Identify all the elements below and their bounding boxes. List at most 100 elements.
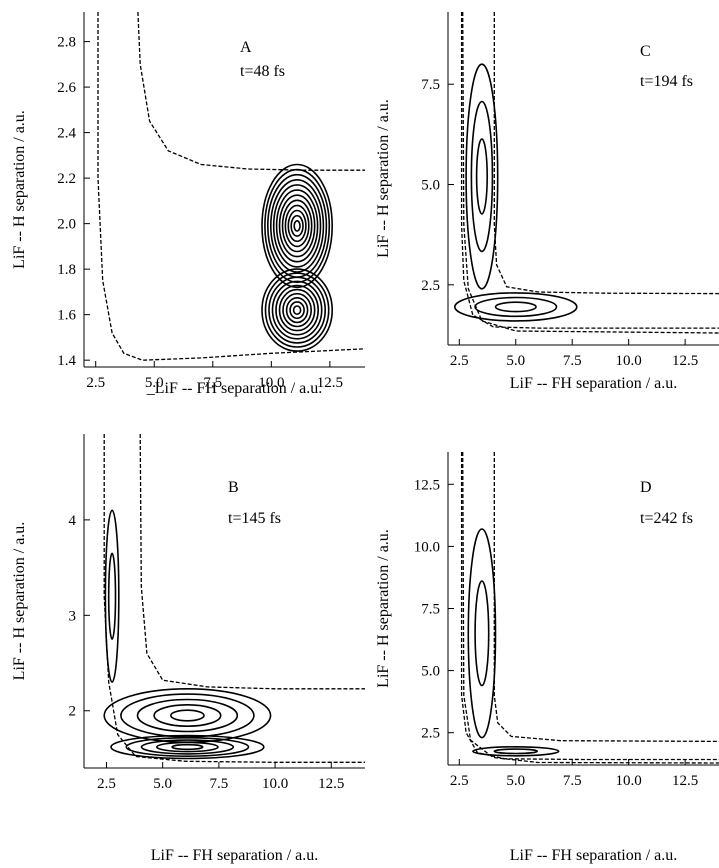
- y-axis-label: LiF -- H separation / a.u.: [375, 529, 392, 688]
- x-tick-label: 5.0: [145, 375, 164, 391]
- wavepacket-lobe-0-level-0: [453, 292, 578, 322]
- wavepacket-lobe-1-level-6: [282, 292, 313, 328]
- panel-time-annotation: t=48 fs: [240, 63, 285, 80]
- x-tick-label: 12.5: [672, 353, 698, 369]
- y-tick-label: 10.0: [414, 539, 440, 555]
- y-axis-label: LiF -- H separation / a.u.: [11, 522, 28, 681]
- panel-letter: C: [640, 43, 651, 60]
- panel-time-annotation: t=242 fs: [640, 510, 693, 527]
- x-tick-label: 2.5: [450, 353, 469, 369]
- y-tick-label: 2.8: [57, 35, 76, 51]
- panels: 2.5 5.0 7.5 10.0 12.5 1.4 1.6 1.8 2.0 2.2 2.4 2.6 2.…: [11, 12, 719, 864]
- wavepacket-lobe-1-level-0: [465, 63, 499, 290]
- y-tick-label: 1.6: [57, 308, 76, 324]
- potential-contour-0: [460, 452, 719, 761]
- wavepacket-lobe-1-level-2: [475, 138, 489, 215]
- panel-letter: B: [228, 479, 239, 496]
- panel-d: 2.5 5.0 7.5 10.0 12.5 2.5 5.0 7.5 10.0 12.5 LiF --…: [375, 452, 719, 864]
- wavepacket-lobe-0-level-1: [474, 296, 558, 318]
- wavepacket-lobe-2-level-1: [107, 552, 117, 640]
- wavepacket-lobe-0-level-9: [287, 209, 307, 243]
- wavepacket-lobe-0-level-8: [284, 204, 310, 248]
- x-tick-label: 10.0: [262, 776, 288, 792]
- potential-contour-0: [460, 12, 719, 329]
- wavepacket-lobe-0-level-7: [281, 199, 313, 253]
- wavepacket-lobe-1-level-1: [470, 100, 494, 253]
- y-tick-label: 2: [69, 704, 77, 720]
- x-axis-label: LiF -- FH separation / a.u.: [510, 847, 678, 864]
- panel-a: 2.5 5.0 7.5 10.0 12.5 1.4 1.6 1.8 2.0 2.2 2.4 2.6 2.…: [11, 12, 365, 397]
- wavepacket-lobe-0-level-1: [264, 168, 331, 283]
- y-axis-label: LiF -- H separation / a.u.: [11, 110, 28, 269]
- x-axis-label: _LiF -- FH separation / a.u.: [146, 380, 323, 397]
- y-axis-label: LiF -- H separation / a.u.: [375, 99, 392, 258]
- wavepacket-lobe-1-level-4: [171, 743, 204, 751]
- wavepacket-lobe-0-level-5: [275, 189, 319, 263]
- x-tick-label: 10.0: [258, 375, 284, 391]
- panel-c: 2.5 5.0 7.5 10.0 12.5 2.5 5.0 7.5 LiF -- FH sepa…: [375, 12, 719, 392]
- wavepacket-lobe-0-level-6: [278, 194, 316, 258]
- y-tick-label: 2.0: [57, 217, 76, 233]
- y-tick-label: 7.5: [421, 77, 440, 93]
- wavepacket-lobe-0-level-2: [136, 698, 239, 733]
- wavepacket-lobe-0-level-0: [472, 745, 560, 757]
- wavepacket-lobe-1-level-3: [155, 741, 219, 753]
- wavepacket-lobe-1-level-4: [275, 284, 320, 336]
- y-tick-label: 2.5: [421, 726, 440, 742]
- x-tick-label: 7.5: [203, 375, 222, 391]
- x-tick-label: 7.5: [210, 776, 229, 792]
- wavepacket-lobe-0-level-2: [494, 301, 537, 313]
- plot-area: [460, 452, 719, 764]
- wavepacket-lobe-0-level-0: [103, 687, 272, 743]
- x-tick-label: 7.5: [563, 773, 582, 789]
- wavepacket-lobe-1-level-2: [140, 739, 235, 755]
- y-tick-label: 5.0: [421, 178, 440, 194]
- wavepacket-lobe-1-level-9: [292, 305, 302, 315]
- wavepacket-lobe-0-level-1: [493, 748, 539, 755]
- x-tick-label: 12.5: [318, 776, 344, 792]
- wavepacket-lobe-1-level-5: [278, 288, 316, 332]
- y-tick-label: 5.0: [421, 664, 440, 680]
- potential-contour-2: [462, 452, 719, 764]
- x-tick-label: 10.0: [616, 353, 642, 369]
- x-axis-label: LiF -- FH separation / a.u.: [151, 847, 319, 864]
- wavepacket-lobe-1-level-0: [467, 528, 497, 739]
- potential-contour-1: [139, 434, 365, 690]
- y-tick-label: 4: [69, 513, 77, 529]
- x-axis-label: LiF -- FH separation / a.u.: [510, 375, 678, 392]
- y-tick-label: 2.5: [421, 278, 440, 294]
- potential-contour-1: [493, 452, 719, 743]
- wavepacket-lobe-1-level-1: [474, 580, 490, 687]
- x-tick-label: 2.5: [86, 375, 105, 391]
- wavepacket-lobe-0-level-0: [261, 163, 333, 289]
- y-tick-label: 3: [69, 608, 77, 624]
- panel-time-annotation: t=194 fs: [640, 73, 693, 90]
- plot-area: [103, 434, 365, 763]
- x-tick-label: 12.5: [317, 375, 343, 391]
- y-tick-label: 2.2: [57, 171, 76, 187]
- panel-letter: A: [240, 39, 252, 56]
- potential-contour-0: [97, 12, 365, 361]
- wavepacket-lobe-1-level-7: [285, 297, 309, 324]
- x-tick-label: 2.5: [450, 773, 469, 789]
- wavepacket-lobe-1-level-3: [271, 280, 323, 340]
- y-tick-label: 1.4: [57, 353, 76, 369]
- y-tick-label: 2.4: [57, 126, 76, 142]
- x-tick-label: 10.0: [616, 773, 642, 789]
- y-tick-label: 2.6: [57, 80, 76, 96]
- wavepacket-lobe-0-level-10: [290, 214, 304, 237]
- y-tick-label: 7.5: [421, 602, 440, 618]
- x-tick-label: 5.0: [506, 773, 525, 789]
- x-tick-label: 5.0: [153, 776, 172, 792]
- x-tick-label: 7.5: [563, 353, 582, 369]
- panel-b: 2.5 5.0 7.5 10.0 12.5 2 3 4 LiF -- FH separation…: [11, 434, 365, 864]
- panel-letter: D: [640, 479, 652, 496]
- wavepacket-lobe-1-level-1: [125, 736, 250, 757]
- potential-contour-1: [137, 12, 365, 171]
- wavepacket-lobe-1-level-0: [261, 268, 333, 352]
- wavepacket-lobe-1-level-2: [268, 276, 327, 344]
- y-tick-label: 12.5: [414, 477, 440, 493]
- wavepacket-lobe-0-level-1: [120, 693, 255, 738]
- wavepacket-lobe-0-level-4: [169, 709, 205, 722]
